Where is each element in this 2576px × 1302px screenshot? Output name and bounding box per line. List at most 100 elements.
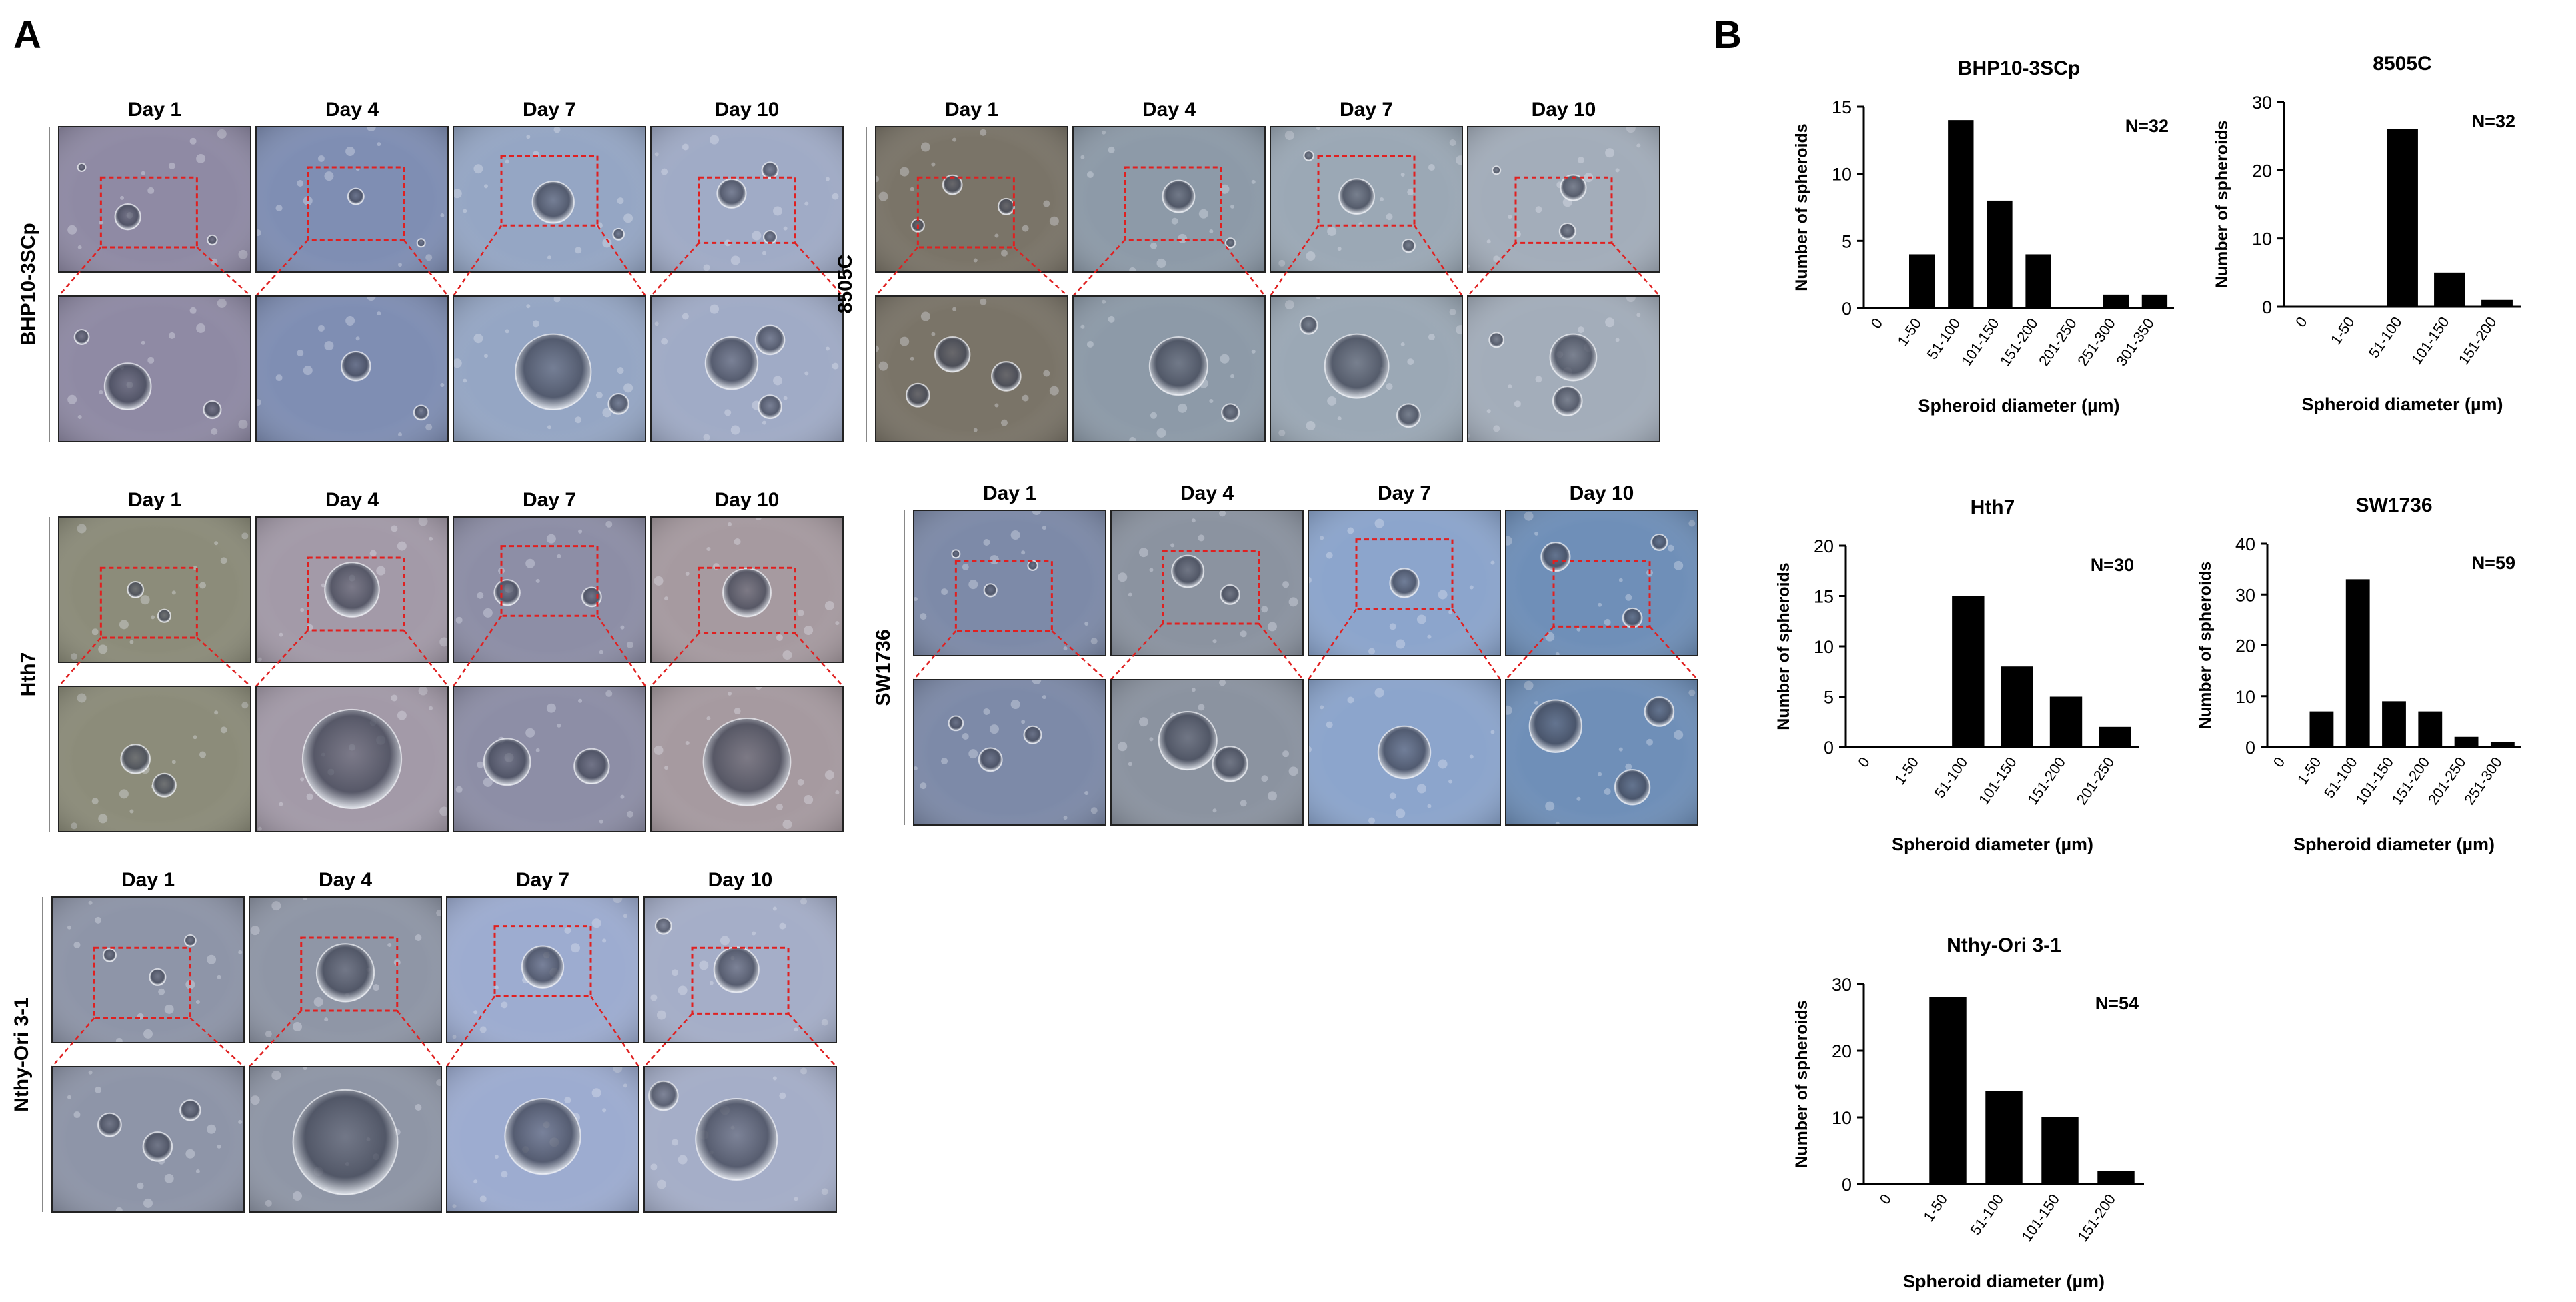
y-axis-label: Number of spheroids <box>2213 121 2231 288</box>
micrograph-overview <box>58 516 251 663</box>
x-tick-label: 101-150 <box>1975 754 2020 808</box>
micrograph-overview <box>249 896 442 1043</box>
x-tick-label: 151-200 <box>1997 315 2041 369</box>
x-tick-label: 0 <box>1876 1191 1895 1207</box>
zoom-region-box <box>93 946 191 1019</box>
day-label: Day 1 <box>121 869 175 891</box>
zoom-connector <box>794 242 844 297</box>
cell-line-label: BHP10-3SCp <box>17 223 39 345</box>
micrograph-overview <box>1270 126 1463 273</box>
zoom-connector <box>596 225 647 297</box>
x-tick-label: 101-150 <box>2018 1191 2063 1245</box>
y-tick-label: 15 <box>1814 587 1834 607</box>
zoom-region-box <box>500 545 599 617</box>
y-tick-label: 5 <box>1842 231 1852 251</box>
day-label: Day 10 <box>1570 482 1634 504</box>
x-axis-label: Spheroid diameter (µm) <box>2301 394 2503 414</box>
micrograph-zoom <box>249 1066 442 1213</box>
histogram-bar <box>2097 1171 2135 1184</box>
zoom-connector <box>1649 626 1698 680</box>
histogram-bar <box>2345 579 2370 747</box>
micrograph-overview <box>255 516 449 663</box>
histogram-bar <box>2454 736 2479 747</box>
panel-a-label: A <box>13 13 41 57</box>
cell-line-label: 8505C <box>834 255 856 313</box>
cell-line-label: Hth7 <box>17 652 39 697</box>
histogram-bar <box>2418 711 2443 747</box>
histogram-bar <box>2001 666 2033 747</box>
zoom-connector <box>58 247 102 297</box>
zoom-connector <box>1451 608 1502 680</box>
x-tick-label: 51-100 <box>1924 315 1964 362</box>
histogram: Nthy-Ori 3-1 0 10 20 30 0 1-50 51-100 101-150 151… <box>1792 934 2144 1291</box>
x-tick-label: 1-50 <box>1920 1191 1951 1225</box>
y-tick-label: 30 <box>2235 585 2255 605</box>
micrograph-panels: BHP10-3SCp Day 1 Day 4 Day 7 Day 10 8505C Day … <box>11 99 1698 1213</box>
micrograph-block: 8505C Day 1 Day 4 Day 7 Day 10 <box>834 99 1660 442</box>
zoom-connector <box>643 1013 693 1067</box>
zoom-connector <box>445 995 496 1067</box>
y-tick-label: 20 <box>1814 536 1834 556</box>
zoom-connector <box>1307 608 1358 680</box>
y-tick-label: 20 <box>2235 636 2255 656</box>
x-tick-label: 0 <box>2292 314 2311 330</box>
micrograph-zoom <box>1110 679 1304 826</box>
micrograph-zoom <box>650 295 844 442</box>
x-tick-label: 51-100 <box>1931 754 1971 801</box>
micrograph-overview <box>1467 126 1660 273</box>
day-label: Day 1 <box>128 489 181 511</box>
micrograph-overview <box>1072 126 1266 273</box>
zoom-connector <box>875 247 919 297</box>
zoom-connector <box>1220 239 1266 297</box>
panel-b-label: B <box>1714 13 1742 57</box>
zoom-connector <box>589 995 640 1067</box>
zoom-region-box <box>500 155 599 227</box>
x-tick-label: 301-350 <box>2113 315 2157 369</box>
zoom-region-box <box>300 936 399 1012</box>
zoom-connector <box>51 1017 95 1067</box>
x-axis-label: Spheroid diameter (µm) <box>1903 1271 2105 1291</box>
zoom-connector <box>403 630 449 687</box>
micrograph-zoom <box>1308 679 1501 826</box>
micrograph-zoom <box>875 295 1068 442</box>
y-tick-label: 10 <box>1832 165 1852 185</box>
micrograph-block: BHP10-3SCp Day 1 Day 4 Day 7 Day 10 <box>17 99 844 442</box>
zoom-region-box <box>307 556 405 632</box>
y-tick-label: 0 <box>2245 738 2255 758</box>
x-tick-label: 101-150 <box>1958 315 2003 369</box>
chart-title: BHP10-3SCp <box>1958 57 2080 79</box>
x-tick-label: 101-150 <box>2408 314 2453 368</box>
y-tick-label: 0 <box>2262 297 2272 317</box>
micrograph-zoom <box>58 686 251 832</box>
micrograph-zoom <box>446 1066 639 1213</box>
micrograph-overview <box>446 896 639 1043</box>
y-axis-label: Number of spheroids <box>2196 562 2215 729</box>
x-tick-label: 0 <box>2270 754 2289 770</box>
zoom-region-box <box>698 566 796 634</box>
histogram: Hth7 0 5 10 15 20 0 1-50 51-100 101-150 151-200 201… <box>1774 496 2139 854</box>
day-label: Day 7 <box>1340 99 1393 121</box>
micrograph-overview <box>643 896 837 1043</box>
zoom-connector <box>913 630 957 680</box>
x-tick-label: 1-50 <box>2294 754 2325 788</box>
y-tick-label: 10 <box>2252 229 2272 249</box>
y-axis-label: Number of spheroids <box>1792 1000 1811 1167</box>
zoom-connector <box>1611 242 1660 297</box>
day-label: Day 4 <box>1142 99 1196 121</box>
micrograph-zoom <box>58 295 251 442</box>
micrograph-overview <box>650 126 844 273</box>
day-label: Day 10 <box>1532 99 1596 121</box>
zoom-region-box <box>954 560 1053 632</box>
micrograph-overview <box>453 516 646 663</box>
y-axis-label: Number of spheroids <box>1774 562 1793 730</box>
micrograph-overview <box>875 126 1068 273</box>
x-tick-label: 251-300 <box>2461 754 2505 808</box>
micrograph-zoom <box>453 686 646 832</box>
zoom-connector <box>452 225 503 297</box>
micrograph-zoom <box>1467 295 1660 442</box>
micrograph-block: Nthy-Ori 3-1 Day 1 Day 4 Day 7 Day 10 <box>11 869 837 1213</box>
micrograph-overview <box>1505 510 1698 656</box>
zoom-region-box <box>307 166 405 241</box>
histogram-bar <box>2481 299 2513 307</box>
histogram-bar <box>2141 294 2168 308</box>
